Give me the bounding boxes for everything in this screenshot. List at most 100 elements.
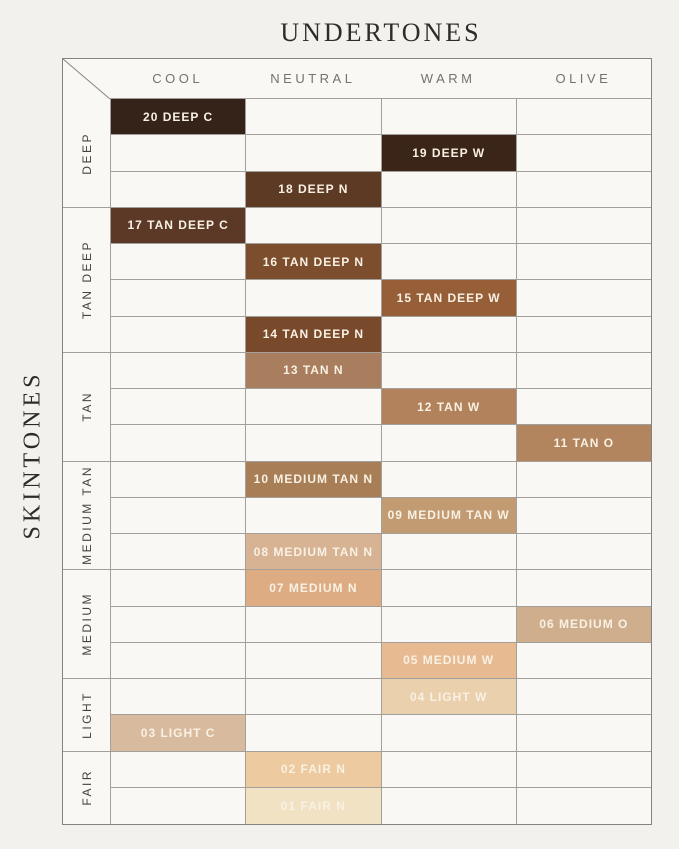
- shade-swatch-12-tan-w: 12 TAN W: [380, 389, 516, 426]
- shade-swatch-03-light-c: 03 LIGHT C: [110, 715, 246, 752]
- empty-grid-cell: [110, 316, 246, 353]
- shade-swatch-14-tan-deep-n: 14 TAN DEEP N: [245, 316, 381, 353]
- empty-grid-cell: [110, 171, 246, 208]
- empty-grid-cell: [110, 389, 246, 426]
- empty-grid-cell: [245, 497, 381, 534]
- shade-swatch-18-deep-n: 18 DEEP N: [245, 171, 381, 208]
- shade-label: 03 LIGHT C: [140, 725, 216, 740]
- empty-grid-cell: [515, 135, 651, 172]
- shade-swatch-08-medium-tan-n: 08 MEDIUM TAN N: [245, 534, 381, 571]
- shade-swatch-01-fair-n: 01 FAIR N: [245, 787, 381, 824]
- empty-grid-cell: [110, 534, 246, 571]
- shade-swatch-19-deep-w: 19 DEEP W: [380, 135, 516, 172]
- row-group-text: DEEP: [79, 131, 94, 175]
- shade-swatch-05-medium-w: 05 MEDIUM W: [380, 642, 516, 679]
- row-group-text: LIGHT: [79, 690, 94, 739]
- empty-grid-cell: [380, 244, 516, 281]
- empty-grid-cell: [245, 715, 381, 752]
- row-group-text: TAN: [79, 391, 94, 422]
- shade-label: 10 MEDIUM TAN N: [253, 472, 374, 487]
- empty-grid-cell: [245, 425, 381, 462]
- empty-grid-cell: [245, 99, 381, 136]
- row-group-text: MEDIUM: [79, 592, 94, 656]
- empty-grid-cell: [110, 497, 246, 534]
- row-group-label-tan: TAN: [63, 353, 110, 462]
- shade-label: 02 FAIR N: [280, 762, 346, 777]
- empty-grid-cell: [380, 606, 516, 643]
- empty-grid-cell: [245, 280, 381, 317]
- empty-grid-cell: [515, 642, 651, 679]
- row-group-text: TAN DEEP: [79, 240, 94, 320]
- shade-label: 07 MEDIUM N: [269, 580, 358, 595]
- empty-grid-cell: [515, 207, 651, 244]
- empty-grid-cell: [110, 280, 246, 317]
- empty-grid-cell: [380, 171, 516, 208]
- empty-grid-cell: [245, 679, 381, 716]
- row-group-label-medium: MEDIUM: [63, 570, 110, 679]
- chart-title: UNDERTONES: [280, 18, 482, 47]
- empty-grid-cell: [515, 534, 651, 571]
- empty-grid-cell: [110, 244, 246, 281]
- empty-grid-cell: [110, 679, 246, 716]
- empty-grid-cell: [110, 570, 246, 607]
- empty-grid-cell: [380, 461, 516, 498]
- corner-cell: [63, 59, 110, 99]
- shade-swatch-06-medium-o: 06 MEDIUM O: [515, 606, 651, 643]
- shade-label: 13 TAN N: [283, 363, 344, 378]
- empty-grid-cell: [515, 280, 651, 317]
- row-group-text: FAIR: [79, 769, 94, 807]
- shade-label: 14 TAN DEEP N: [262, 327, 364, 342]
- column-header-warm: WARM: [380, 59, 516, 99]
- empty-grid-cell: [380, 352, 516, 389]
- empty-grid-cell: [245, 135, 381, 172]
- empty-grid-cell: [515, 461, 651, 498]
- empty-grid-cell: [110, 135, 246, 172]
- row-group-label-deep: DEEP: [63, 99, 110, 208]
- empty-grid-cell: [245, 642, 381, 679]
- shade-swatch-02-fair-n: 02 FAIR N: [245, 751, 381, 788]
- empty-grid-cell: [515, 171, 651, 208]
- shade-swatch-11-tan-o: 11 TAN O: [515, 425, 651, 462]
- empty-grid-cell: [380, 316, 516, 353]
- empty-grid-cell: [245, 389, 381, 426]
- row-group-label-fair: FAIR: [63, 752, 110, 825]
- shade-swatch-20-deep-c: 20 DEEP C: [110, 99, 246, 136]
- empty-grid-cell: [245, 606, 381, 643]
- shade-label: 09 MEDIUM TAN W: [387, 508, 510, 523]
- shade-label: 04 LIGHT W: [409, 689, 488, 704]
- empty-grid-cell: [515, 244, 651, 281]
- empty-grid-cell: [380, 751, 516, 788]
- empty-grid-cell: [380, 207, 516, 244]
- shade-label: 16 TAN DEEP N: [262, 254, 364, 269]
- empty-grid-cell: [515, 715, 651, 752]
- empty-grid-cell: [110, 606, 246, 643]
- empty-grid-cell: [110, 425, 246, 462]
- column-header-neutral: NEUTRAL: [245, 59, 381, 99]
- row-group-label-light: LIGHT: [63, 679, 110, 752]
- empty-grid-cell: [380, 570, 516, 607]
- row-group-label-tan-deep: TAN DEEP: [63, 208, 110, 353]
- column-header-olive: OLIVE: [515, 59, 651, 99]
- shade-grid: COOL NEUTRAL WARM OLIVE DEEP TAN DEEP TAN M…: [62, 58, 652, 825]
- shade-label: 15 TAN DEEP W: [396, 290, 501, 305]
- row-group-label-medium-tan: MEDIUM TAN: [63, 462, 110, 571]
- shade-label: 05 MEDIUM W: [403, 653, 495, 668]
- empty-grid-cell: [110, 787, 245, 824]
- empty-grid-cell: [380, 99, 516, 136]
- shade-swatch-15-tan-deep-w: 15 TAN DEEP W: [380, 280, 516, 317]
- shade-label: 20 DEEP C: [143, 109, 214, 124]
- shade-label: 06 MEDIUM O: [539, 617, 629, 632]
- empty-grid-cell: [110, 352, 246, 389]
- shade-label: 17 TAN DEEP C: [127, 218, 229, 233]
- empty-grid-cell: [515, 99, 651, 136]
- empty-grid-cell: [380, 425, 516, 462]
- empty-grid-cell: [515, 316, 651, 353]
- shade-swatch-07-medium-n: 07 MEDIUM N: [245, 570, 381, 607]
- shade-swatch-10-medium-tan-n: 10 MEDIUM TAN N: [245, 461, 381, 498]
- empty-grid-cell: [515, 352, 651, 389]
- shade-swatch-16-tan-deep-n: 16 TAN DEEP N: [245, 244, 381, 281]
- shade-swatch-04-light-w: 04 LIGHT W: [380, 679, 516, 716]
- empty-grid-cell: [515, 751, 651, 788]
- shade-label: 18 DEEP N: [278, 182, 349, 197]
